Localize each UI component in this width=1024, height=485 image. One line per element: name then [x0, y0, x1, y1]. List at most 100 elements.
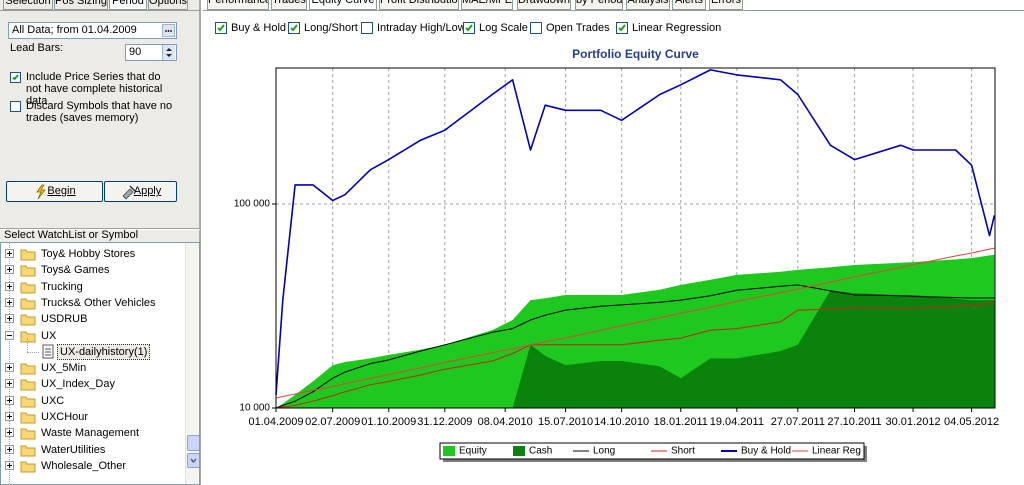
tree-expander[interactable] — [5, 379, 14, 389]
setting-label[interactable]: Include Price Series that do not have co… — [26, 71, 163, 107]
setting-label[interactable]: Discard Symbols that have no trades (sav… — [26, 100, 173, 124]
series-line — [275, 69, 996, 395]
tree-item[interactable]: UX — [41, 329, 57, 342]
icon — [20, 363, 36, 375]
icon — [20, 314, 36, 326]
period-dropdown[interactable]: All Data; from 01.04.2009 — [8, 22, 177, 39]
tab-label: by Period — [576, 0, 623, 6]
tree-item[interactable]: UXC — [41, 394, 65, 407]
tree-item[interactable]: UX_Index_Day — [41, 378, 115, 391]
scroll-down[interactable] — [187, 453, 199, 468]
tree-item[interactable]: Trucking — [41, 280, 83, 293]
left-tab[interactable]: Period — [109, 0, 147, 10]
tree-expander[interactable] — [5, 249, 14, 258]
checkbox[interactable] — [10, 101, 21, 112]
checkbox[interactable] — [463, 22, 475, 34]
spinner[interactable] — [162, 45, 175, 60]
icon — [465, 24, 473, 32]
icon — [20, 331, 36, 342]
checkbox[interactable] — [361, 22, 373, 34]
icon — [165, 30, 172, 32]
icon — [7, 283, 12, 289]
option-label[interactable]: Long/Short — [304, 22, 358, 34]
checkbox[interactable] — [616, 22, 628, 34]
x-tick-label: 15.07.2010 — [538, 416, 593, 428]
tree-expander[interactable] — [5, 395, 14, 405]
lead-bars-input[interactable]: 90 — [125, 44, 177, 61]
lead-bars-value: 90 — [129, 46, 142, 58]
tree-expander[interactable] — [5, 265, 14, 275]
option-label[interactable]: Intraday High/Low — [377, 22, 466, 34]
scroll-thumb[interactable] — [187, 435, 199, 451]
x-tick-label: 27.07.2011 — [771, 416, 825, 428]
tree-item[interactable]: WaterUtilities — [41, 443, 106, 456]
option-label[interactable]: Open Trades — [546, 22, 610, 34]
main-tab[interactable]: Drawdown — [517, 0, 571, 10]
y-tick-label: 10 000 — [239, 403, 270, 414]
tab-label: Period — [112, 0, 144, 7]
tree-expander[interactable] — [5, 281, 14, 291]
icon — [20, 412, 36, 424]
tree-item[interactable]: USDRUB — [41, 313, 88, 326]
option-label[interactable]: Buy & Hold — [231, 22, 287, 34]
option-label[interactable]: Log Scale — [479, 22, 528, 34]
tree-expander[interactable] — [5, 428, 14, 438]
tree-guide — [27, 351, 39, 353]
button[interactable]: Begin — [6, 181, 103, 202]
tree-expander[interactable] — [5, 297, 14, 307]
option-label[interactable]: Linear Regression — [632, 22, 722, 34]
folder-icon — [20, 410, 36, 424]
series-line — [275, 247, 995, 399]
legend-box — [439, 442, 865, 460]
main-tab[interactable]: Performance — [207, 0, 269, 10]
tree-item[interactable]: Toy& Hobby Stores — [41, 248, 136, 260]
icon — [7, 430, 12, 436]
main-tab[interactable]: Analysis — [626, 0, 670, 10]
tab-label: Alerts — [674, 0, 704, 6]
main-tab[interactable]: Alerts — [672, 0, 706, 10]
left-tab[interactable]: Pos Sizing — [54, 0, 108, 10]
main-tab[interactable]: Errors — [709, 0, 743, 10]
tree-expander[interactable] — [5, 330, 14, 340]
main-tab[interactable]: by Period — [575, 0, 623, 10]
main-tab[interactable]: Trades — [271, 0, 307, 10]
tree-item[interactable]: UXCHour — [41, 411, 89, 423]
tree-item[interactable]: Trucks& Other Vehicles — [41, 296, 156, 309]
tree-expander[interactable] — [5, 314, 14, 324]
checkbox[interactable] — [10, 72, 21, 83]
tree-expander[interactable] — [5, 460, 14, 470]
folder-icon — [20, 377, 36, 391]
dropdown-button[interactable] — [162, 24, 175, 37]
main-tab[interactable]: MAE/MFE — [461, 0, 513, 10]
icon — [7, 316, 12, 322]
left-tab[interactable]: Selection — [3, 0, 53, 10]
tree-expander[interactable] — [5, 444, 14, 454]
main-tab[interactable]: Equity Curve — [309, 0, 377, 10]
icon — [20, 249, 36, 261]
scrollbar[interactable] — [185, 243, 199, 484]
checkbox[interactable] — [288, 22, 300, 34]
folder-icon — [20, 263, 36, 277]
left-tab[interactable]: Options — [148, 0, 188, 10]
folder-icon — [20, 361, 36, 375]
tab-label: Performance — [208, 0, 269, 6]
tree-expander[interactable] — [5, 412, 14, 421]
icon — [20, 298, 36, 310]
tree-item[interactable]: UX-dailyhistory(1) — [57, 343, 151, 360]
icon — [7, 414, 12, 419]
button[interactable]: Apply — [104, 181, 177, 202]
tree-item[interactable]: Toys& Games — [41, 264, 110, 277]
x-tick-label: 14.10.2010 — [594, 416, 649, 428]
main-tab[interactable]: Profit Distribution — [379, 0, 459, 10]
tree-item[interactable]: Wholesale_Other — [41, 459, 126, 472]
series-line — [275, 303, 995, 409]
tree-item[interactable]: UX_5Min — [41, 362, 87, 375]
tree-item[interactable]: Waste Management — [41, 427, 140, 440]
icon — [190, 458, 197, 464]
x-tick-label: 01.10.2009 — [361, 416, 416, 428]
x-tick-label: 18.01.2011 — [654, 416, 708, 428]
icon — [7, 251, 12, 256]
checkbox[interactable] — [215, 22, 227, 34]
checkbox[interactable] — [530, 22, 542, 34]
tree-expander[interactable] — [5, 363, 14, 373]
